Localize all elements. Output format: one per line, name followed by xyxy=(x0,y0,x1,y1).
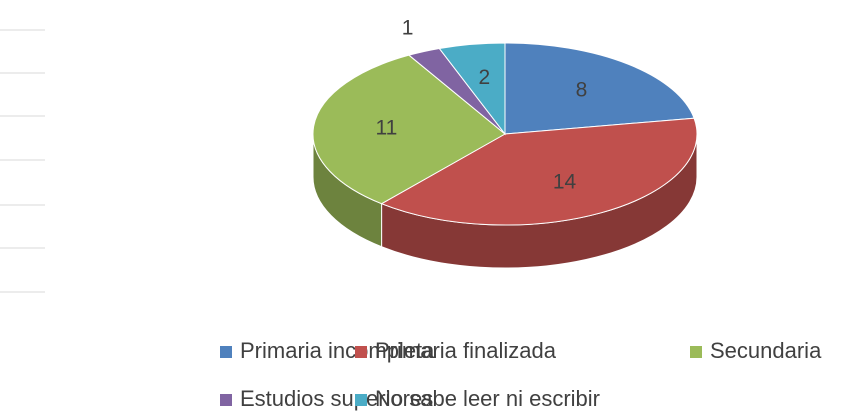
data-label: 2 xyxy=(478,66,490,89)
legend-label: Secundaria xyxy=(710,338,822,363)
legend-swatch xyxy=(220,346,232,358)
decorative-lines xyxy=(0,29,45,293)
data-label: 8 xyxy=(576,78,588,101)
slice xyxy=(312,54,506,205)
data-label: 11 xyxy=(376,117,398,140)
legend-label: Primaria incompleta xyxy=(240,338,435,363)
legend-swatch xyxy=(355,346,367,358)
slice xyxy=(504,42,695,135)
legend-label: Estudios superiores xyxy=(240,386,433,411)
slice xyxy=(438,42,506,136)
data-label: 1 xyxy=(402,17,414,40)
legend-swatch xyxy=(690,346,702,358)
legend-swatch xyxy=(220,394,232,406)
data-label: 14 xyxy=(553,170,577,193)
slice xyxy=(380,117,698,226)
legend-label: Primaria finalizada xyxy=(375,338,557,363)
legend-swatch xyxy=(355,394,367,406)
legend-label: No sabe leer ni escribir xyxy=(375,386,600,411)
